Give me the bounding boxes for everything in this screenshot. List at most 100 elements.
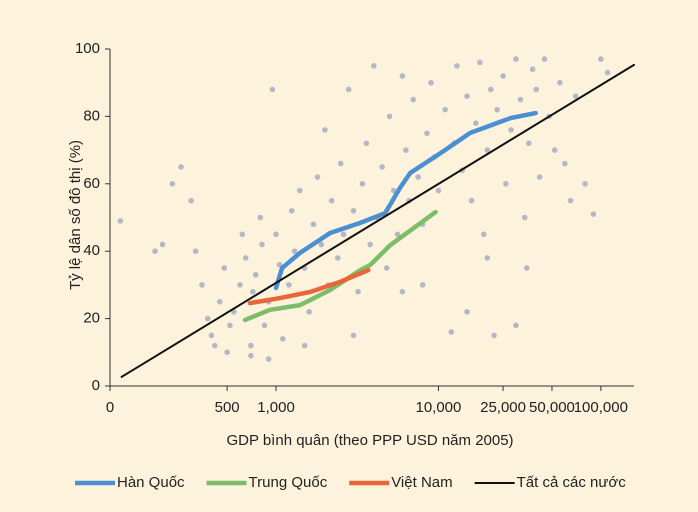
scatter-point <box>188 197 194 204</box>
y-tick-label: 80 <box>83 107 100 124</box>
scatter-point <box>529 66 536 73</box>
scatter-point <box>464 93 470 99</box>
scatter-point <box>517 96 524 103</box>
scatter-point <box>337 160 344 167</box>
scatter-point <box>328 197 335 204</box>
y-tick-label: 0 <box>92 377 100 394</box>
scatter-point <box>286 282 292 288</box>
scatter-point <box>598 56 604 62</box>
scatter-point <box>291 248 298 254</box>
scatter-point <box>477 59 483 66</box>
scatter-point <box>541 56 548 62</box>
scatter-point <box>192 248 199 254</box>
scatter-point <box>314 174 321 180</box>
scatter-point <box>242 255 249 261</box>
scatter-point <box>419 282 426 288</box>
scatter-point <box>500 73 506 79</box>
scatter-point <box>454 63 460 69</box>
scatter-point <box>212 342 218 349</box>
x-tick-label: 500 <box>215 399 240 416</box>
legend-label: Hàn Quốc <box>117 474 185 491</box>
scatter-point <box>484 255 491 261</box>
scatter-point <box>265 356 272 362</box>
scatter-point <box>248 352 254 359</box>
scatter-point <box>208 332 215 339</box>
y-tick-label: 60 <box>83 175 100 192</box>
x-tick-label: 10,000 <box>415 399 461 416</box>
x-tick-label: 100,000 <box>574 399 628 416</box>
scatter-point <box>359 181 366 187</box>
scatter-point <box>572 93 579 99</box>
x-tick-label: 0 <box>106 399 114 416</box>
scatter-point <box>252 271 259 278</box>
scatter-point <box>340 231 347 238</box>
scatter-point <box>322 127 328 133</box>
scatter-point <box>355 288 361 295</box>
scatter-point <box>567 197 574 204</box>
scatter-point <box>237 282 243 288</box>
scatter-point <box>306 309 312 315</box>
scatter-point <box>424 130 430 137</box>
scatter-point <box>582 181 588 187</box>
scatter-point <box>269 86 276 93</box>
y-tick-label: 40 <box>83 242 100 259</box>
scatter-point <box>448 329 455 335</box>
scatter-point <box>415 174 421 180</box>
scatter-point <box>257 214 264 221</box>
scatter-point <box>399 73 406 79</box>
scatter-point <box>227 322 233 329</box>
scatter-point <box>521 214 528 221</box>
scatter-point <box>435 187 442 194</box>
scatter-point <box>261 322 268 329</box>
scatter-point <box>394 231 401 238</box>
scatter-point <box>557 79 563 86</box>
scatter-point <box>551 147 558 153</box>
scatter-point <box>491 332 497 339</box>
scatter-point <box>442 106 448 113</box>
x-tick-label: 1,000 <box>257 399 295 416</box>
y-tick-label: 20 <box>83 310 100 327</box>
scatter-point <box>224 349 230 356</box>
series-line <box>273 110 538 291</box>
scatter-point <box>199 282 205 288</box>
scatter-point <box>480 231 487 238</box>
scatter-point <box>399 288 406 295</box>
legend-label: Việt Nam <box>391 474 452 491</box>
scatter-point <box>428 79 434 86</box>
scatter-point <box>386 113 393 120</box>
scatter-point <box>350 332 357 339</box>
scatter-point <box>178 164 184 170</box>
scatter-point <box>367 241 373 248</box>
scatter-point <box>276 261 283 268</box>
scatter-point <box>513 322 519 329</box>
scatter-point <box>318 241 325 248</box>
x-tick-label: 25,000 <box>480 399 526 416</box>
scatter-point <box>152 248 158 254</box>
scatter-point <box>117 218 124 224</box>
scatter-point <box>248 342 254 349</box>
legend-label: Tất cả các nước <box>517 474 627 491</box>
y-axis-label: Tỷ lệ dân số đô thị (%) <box>67 140 84 290</box>
scatter-point <box>468 197 475 204</box>
scatter-point <box>494 106 500 113</box>
scatter-point <box>604 69 611 76</box>
scatter-point <box>301 342 308 349</box>
scatter-point <box>536 174 543 180</box>
scatter-point <box>310 221 317 228</box>
scatter-point <box>334 255 341 261</box>
scatter-point <box>503 181 509 187</box>
scatter-point <box>464 309 470 315</box>
x-tick-label: 50,000 <box>529 399 575 416</box>
scatter-point <box>403 147 409 153</box>
scatter-point <box>169 181 176 187</box>
scatter-point <box>250 288 256 295</box>
scatter-point <box>487 86 494 93</box>
scatter-point <box>379 164 385 170</box>
legend-label: Trung Quốc <box>249 474 328 491</box>
scatter-point <box>216 298 223 305</box>
scatter-point <box>484 147 491 153</box>
scatter-point <box>410 96 417 103</box>
scatter-point <box>524 265 530 271</box>
